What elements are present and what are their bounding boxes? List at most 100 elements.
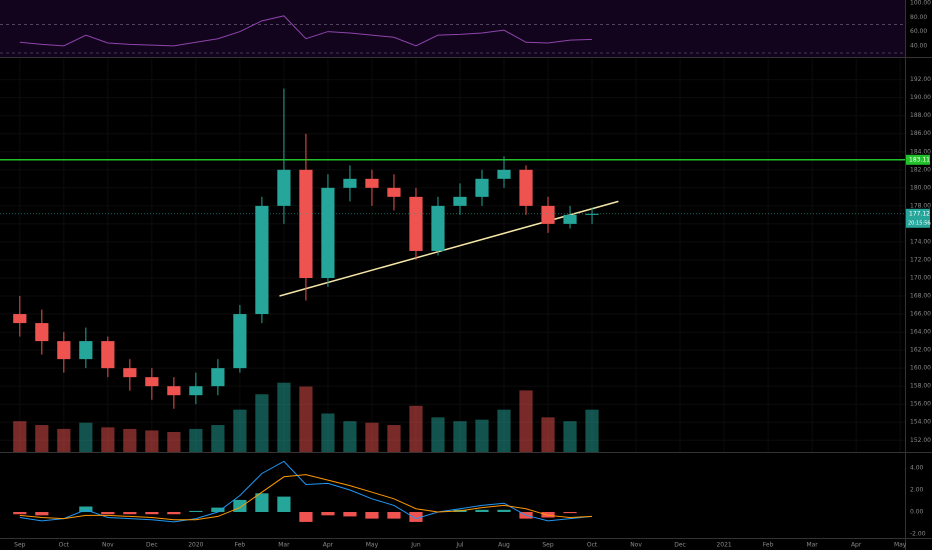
macd-histogram-bar <box>145 512 159 515</box>
candle-body <box>145 377 159 387</box>
resistance-label: 183.11 <box>909 156 930 163</box>
candle-body <box>57 341 71 360</box>
macd-histogram-bar <box>365 512 379 519</box>
x-tick-label: Sep <box>14 542 26 549</box>
volume-bar <box>299 386 313 452</box>
rsi-line <box>19 15 593 47</box>
macd-histogram-bar <box>343 512 357 517</box>
x-tick-label: May <box>366 542 379 549</box>
x-tick-label: May <box>894 542 907 549</box>
candle-body <box>343 178 357 188</box>
volume-bar <box>519 390 533 452</box>
macd-histogram-bar <box>475 509 489 513</box>
macd-histogram-bar <box>13 512 27 515</box>
x-tick-label: Dec <box>146 542 158 549</box>
x-tick-label: Mar <box>278 542 290 549</box>
y-tick-label: 158.00 <box>910 383 931 390</box>
candle-body <box>387 187 401 197</box>
volume-bar <box>497 409 511 452</box>
y-tick-label: 172.00 <box>910 256 931 263</box>
volume-bar <box>255 394 269 452</box>
macd-histogram-bar <box>387 512 401 519</box>
candle-body <box>101 341 115 369</box>
macd-tick-label: 0.00 <box>910 509 924 516</box>
y-tick-label: 178.00 <box>910 202 931 209</box>
y-tick-label: 170.00 <box>910 274 931 281</box>
volume-bar <box>387 425 401 452</box>
candle-body <box>475 178 489 197</box>
volume-bar <box>343 421 357 452</box>
volume-bar <box>233 409 247 452</box>
candle-body <box>453 196 467 206</box>
resistance-label-bg <box>906 154 930 165</box>
candle-body <box>541 205 555 224</box>
macd-line <box>19 460 593 523</box>
macd-histogram-bar <box>123 512 137 515</box>
x-tick-label: Feb <box>763 542 774 549</box>
macd-histogram-bar <box>563 512 577 514</box>
trendline <box>279 200 619 297</box>
candle-body <box>35 323 49 342</box>
y-tick-label: 184.00 <box>910 148 931 155</box>
macd-histogram-bar <box>35 512 49 516</box>
y-tick-label: 182.00 <box>910 166 931 173</box>
macd-histogram-bar <box>299 512 313 522</box>
volume-bar <box>585 409 599 452</box>
macd-histogram-bar <box>167 512 181 515</box>
y-tick-label: 190.00 <box>910 94 931 101</box>
volume-bar <box>541 417 555 452</box>
macd-histogram-bar <box>79 506 93 513</box>
candle-body <box>299 169 313 278</box>
volume-bar <box>321 413 335 452</box>
volume-bar <box>475 419 489 452</box>
macd-histogram-bar <box>497 509 511 513</box>
y-tick-label: 180.00 <box>910 184 931 191</box>
candle-body <box>167 386 181 396</box>
candle-body <box>365 178 379 188</box>
x-tick-label: Oct <box>587 542 598 549</box>
x-tick-label: Dec <box>674 542 686 549</box>
x-tick-label: Nov <box>102 542 114 549</box>
candle-body <box>277 169 291 206</box>
macd-tick-label: -2.00 <box>910 531 926 538</box>
rsi-pane <box>0 0 905 57</box>
volume-bar <box>409 405 423 452</box>
volume-bar <box>167 431 181 452</box>
candle-body <box>321 187 335 278</box>
signal-line <box>19 474 593 521</box>
candle-body <box>409 196 423 251</box>
candle-body <box>13 314 27 324</box>
x-tick-label: Apr <box>851 542 862 549</box>
x-tick-label: Jun <box>410 542 421 549</box>
countdown: 20:15:56 <box>908 220 930 226</box>
volume-bar <box>211 425 225 452</box>
rsi-tick-label: 60.00 <box>910 28 927 35</box>
y-tick-label: 164.00 <box>910 329 931 336</box>
candle-body <box>211 368 225 387</box>
x-tick-label: 2021 <box>716 542 731 549</box>
macd-histogram-bar <box>233 499 247 513</box>
volume-bar <box>57 428 71 452</box>
volume-bar <box>79 422 93 452</box>
volume-bar <box>35 425 49 452</box>
y-tick-label: 186.00 <box>910 130 931 137</box>
candle-body <box>585 213 599 215</box>
candle-body <box>233 314 247 369</box>
candle-body <box>123 368 137 378</box>
y-tick-label: 192.00 <box>910 76 931 83</box>
x-tick-label: Apr <box>323 542 334 549</box>
macd-histogram-bar <box>409 512 423 522</box>
macd-histogram-bar <box>101 512 115 515</box>
candle-body <box>79 341 93 360</box>
y-tick-label: 188.00 <box>910 112 931 119</box>
volume-bar <box>431 417 445 452</box>
macd-histogram-bar <box>541 512 555 518</box>
y-tick-label: 166.00 <box>910 311 931 318</box>
x-tick-label: Sep <box>542 542 554 549</box>
macd-histogram-bar <box>277 496 291 513</box>
volume-bar <box>189 428 203 452</box>
volume-bar <box>13 421 27 452</box>
volume-bar <box>145 430 159 452</box>
volume-bar <box>563 421 577 452</box>
